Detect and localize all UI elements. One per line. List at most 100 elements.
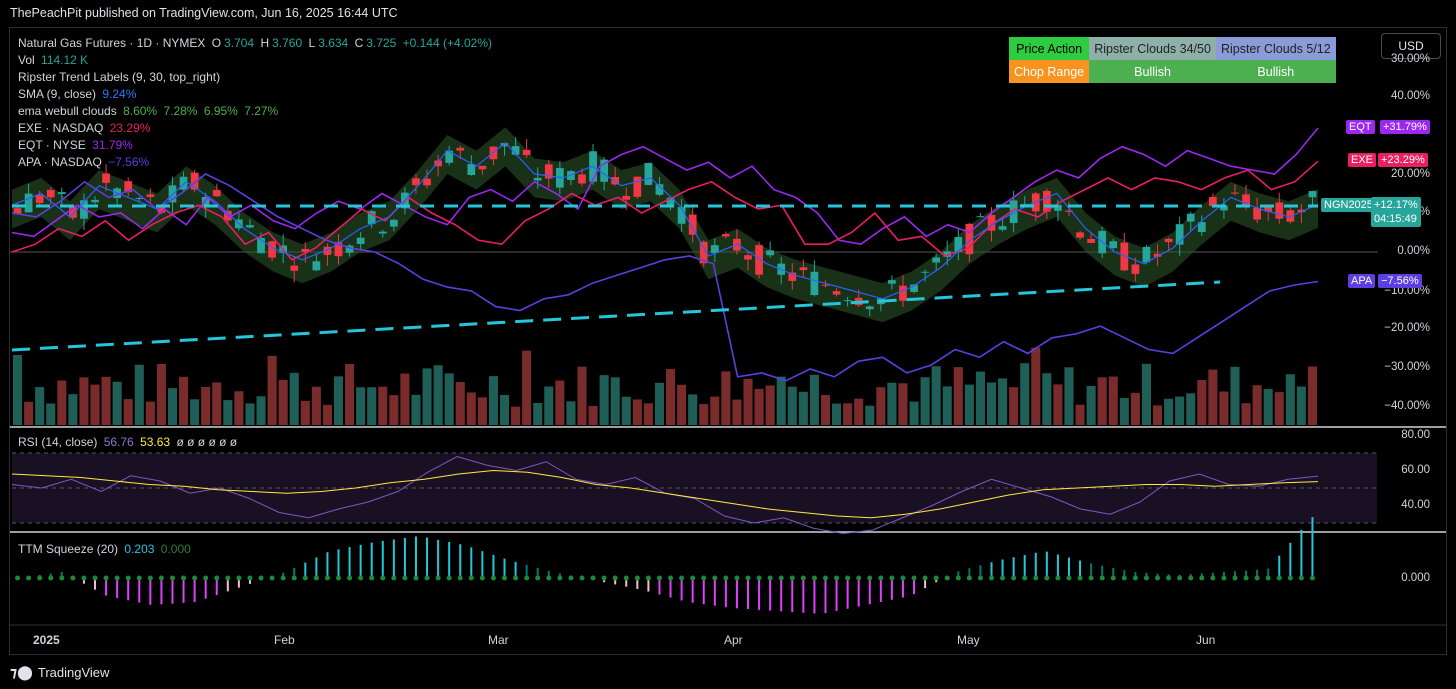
candle-body [1208, 196, 1217, 207]
candle-body [1175, 224, 1184, 245]
volume-bar [201, 386, 211, 425]
clouds-5-12-cell: Ripster Clouds 5/12 [1215, 37, 1336, 60]
volume-bar [499, 394, 510, 425]
ttm-squeeze-dot [845, 575, 851, 581]
volume-bar [24, 401, 34, 425]
tag-exe-name: EXE [1348, 153, 1377, 167]
ttm-squeeze-dot [989, 575, 994, 581]
ttm-label-0: 0.000 [1401, 572, 1430, 584]
volume-bar [1075, 404, 1085, 425]
ttm-squeeze-dot [1309, 575, 1315, 581]
volume-bar [998, 378, 1008, 425]
volume-bar [754, 388, 764, 425]
candle-body [478, 165, 487, 170]
volume-bar [1042, 373, 1052, 425]
volume-bar [1186, 393, 1196, 425]
volume-bar [1086, 385, 1096, 425]
ttm-zero: 0.000 [160, 542, 191, 556]
candle-body [212, 189, 221, 197]
candle-body [13, 208, 22, 214]
ttm-squeeze-dot [911, 575, 917, 581]
rsi-label[interactable]: RSI (14, close) [18, 435, 98, 449]
ttm-squeeze-dot [590, 575, 596, 581]
candle-body [356, 237, 365, 244]
volume-bar [234, 391, 244, 425]
ttm-squeeze-dot [1166, 575, 1172, 581]
volume-bar [134, 364, 144, 425]
legend-sma-label[interactable]: SMA (9, close) [18, 87, 97, 101]
volume-bar [57, 380, 67, 425]
legend-ema-label[interactable]: ema webull clouds [18, 104, 117, 118]
volume-bar [1130, 392, 1140, 425]
volume-bar [522, 350, 532, 425]
candle-body [378, 231, 387, 234]
ttm-squeeze-dot [811, 575, 817, 581]
ttm-squeeze-dot [435, 575, 441, 581]
volume-bar [898, 383, 908, 425]
volume-bar [699, 404, 709, 425]
ttm-squeeze-dot [203, 575, 209, 581]
ttm-squeeze-dot [734, 575, 740, 581]
volume-bar [1108, 376, 1118, 425]
ttm-squeeze-dot [579, 575, 585, 581]
ttm-squeeze-dot [214, 575, 220, 581]
chart-frame[interactable] [9, 27, 1447, 655]
candle-body [24, 193, 33, 213]
ttm-squeeze-dot [103, 575, 109, 581]
tradingview-logo[interactable]: ⁊⬤ TradingView [10, 664, 109, 681]
candle-body [334, 242, 343, 257]
currency-button[interactable]: USD [1381, 33, 1441, 59]
volume-bar [488, 376, 498, 425]
candle-body [1275, 202, 1284, 219]
volume-bar [765, 385, 775, 425]
legend-ripster-labels[interactable]: Ripster Trend Labels (9, 30, top_right) [18, 70, 221, 84]
ttm-squeeze-dot [1055, 575, 1061, 581]
tag-apa-value: −7.56% [1378, 274, 1422, 288]
candle-body [1142, 246, 1151, 263]
candle-body [832, 291, 841, 295]
series-line-ngn2025 [11, 141, 1319, 300]
candle-body [965, 223, 974, 255]
bullish-34-50-cell: Bullish [1089, 60, 1216, 83]
legend-exe-label[interactable]: EXE · NASDAQ [18, 121, 104, 135]
volume-bar [300, 400, 310, 425]
rsi-label-40: 40.00 [1401, 499, 1430, 511]
volume-bar [865, 405, 875, 425]
ttm-squeeze-dot [634, 575, 640, 581]
comparison-lines [11, 127, 1319, 382]
candle-body [456, 147, 465, 151]
ttm-value: 0.203 [124, 542, 155, 556]
candle-body [998, 226, 1007, 230]
candle-body [323, 246, 332, 255]
candle-body [190, 172, 199, 190]
candle-body [1009, 200, 1018, 224]
legend-eqt-label[interactable]: EQT · NYSE [18, 138, 86, 152]
ttm-squeeze-dot [712, 575, 718, 581]
ttm-squeeze-dot [789, 575, 795, 581]
ttm-squeeze-dot [834, 575, 840, 581]
legend-symbol[interactable]: Natural Gas Futures · 1D · NYMEX [18, 36, 206, 50]
ttm-squeeze-dot [756, 575, 762, 581]
tag-ngn-name: NGN2025 [1321, 198, 1376, 212]
ttm-squeeze-dot [136, 575, 142, 581]
candle-body [1042, 190, 1051, 212]
ttm-squeeze-dot [15, 575, 21, 581]
candle-body [544, 164, 553, 179]
volume-bar [798, 391, 808, 425]
y-label-neg10: −10.00% [1384, 285, 1430, 297]
volume-bar [953, 367, 963, 425]
candle-body [766, 250, 775, 256]
ttm-squeeze-dot [1287, 575, 1293, 581]
candle-body [987, 214, 996, 231]
ttm-squeeze-dot [1022, 575, 1028, 581]
candle-body [633, 176, 642, 197]
legend-apa-label[interactable]: APA · NASDAQ [18, 155, 102, 169]
candle-body [810, 271, 819, 296]
candle-body [57, 192, 66, 195]
candle-body [1153, 253, 1162, 257]
volume-bar [90, 384, 100, 425]
ttm-squeeze-dot [413, 575, 419, 581]
ttm-label[interactable]: TTM Squeeze (20) [18, 542, 119, 556]
candle-body [1197, 222, 1206, 233]
